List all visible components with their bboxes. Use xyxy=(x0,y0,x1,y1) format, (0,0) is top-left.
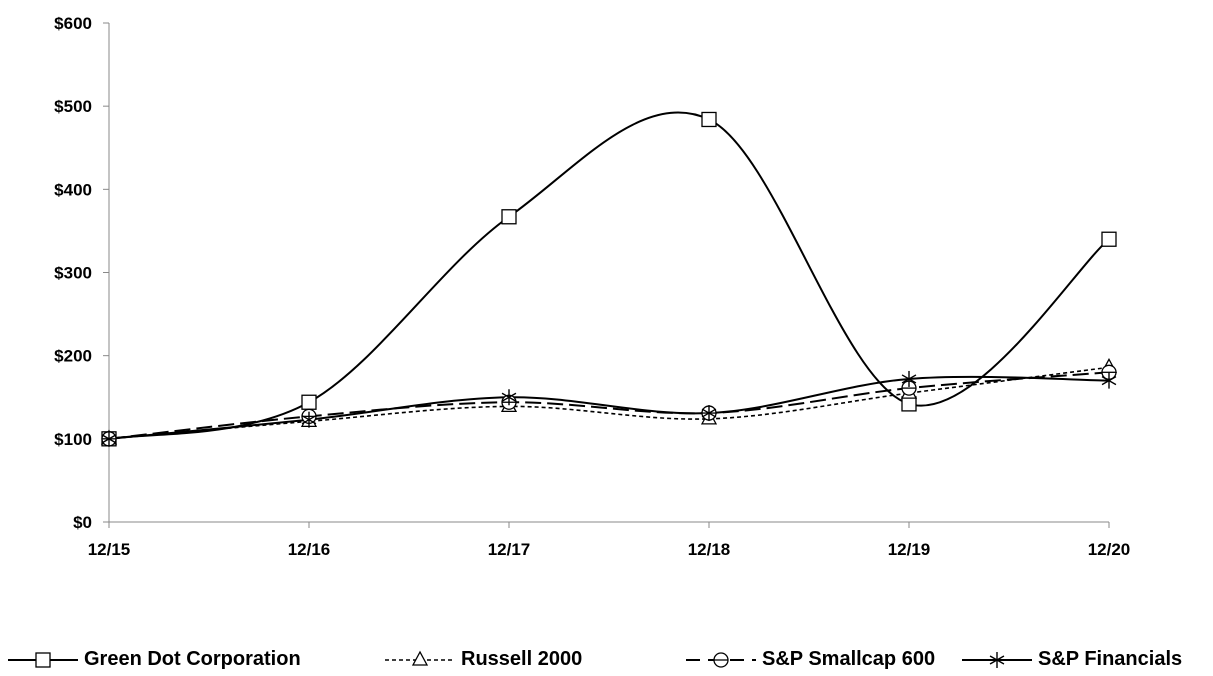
legend-item: Green Dot Corporation xyxy=(6,648,301,671)
y-tick-label: $0 xyxy=(73,513,92,532)
x-tick-label: 12/16 xyxy=(288,540,331,559)
chart-markers xyxy=(100,111,1118,447)
series-line-3 xyxy=(108,375,1110,440)
legend-label: Green Dot Corporation xyxy=(84,648,301,670)
series-0-point xyxy=(701,111,717,128)
series-2-point xyxy=(901,380,917,396)
series-3-point xyxy=(1101,372,1117,389)
y-tick-label: $400 xyxy=(54,180,92,199)
series-3-point xyxy=(101,430,117,447)
series-3-point-arm xyxy=(101,434,117,444)
series-3-point-arm xyxy=(501,392,517,402)
series-3-point xyxy=(301,411,317,428)
legend-label: S&P Financials xyxy=(1038,648,1183,670)
y-tick-label: $500 xyxy=(54,97,92,116)
series-0-point xyxy=(501,209,517,225)
x-tick-label: 12/18 xyxy=(688,540,731,559)
series-3-point xyxy=(501,389,517,406)
series-line-1 xyxy=(108,366,1110,440)
legend-item: S&P Smallcap 600 xyxy=(684,648,935,671)
y-tick-label: $300 xyxy=(54,264,92,283)
y-tick-label: $100 xyxy=(54,430,92,449)
legend-marker xyxy=(989,651,1005,668)
x-tick-label: 12/19 xyxy=(888,540,931,559)
chart-legend: Green Dot Corporation Russell 2000 S&P Sma… xyxy=(0,648,1213,676)
series-3-point-arm xyxy=(1101,376,1117,386)
legend-marker xyxy=(411,650,429,666)
legend-marker xyxy=(713,651,729,668)
chart-axes: $0 $100 $200 $300 $400 $500 $600 12/15 12/16 12/1… xyxy=(54,14,1130,559)
series-3-point-arm xyxy=(301,415,317,425)
legend-marker xyxy=(35,651,51,668)
x-tick-label: 12/17 xyxy=(488,540,531,559)
y-tick-label: $600 xyxy=(54,14,92,33)
legend-swatch xyxy=(8,651,78,668)
legend-swatch xyxy=(962,651,1032,668)
legend-item: Russell 2000 xyxy=(383,648,582,671)
series-0-point xyxy=(301,394,317,410)
series-3-point xyxy=(901,370,917,387)
series-3-point-arm xyxy=(901,374,917,384)
series-0-point xyxy=(1101,231,1117,247)
series-3-point xyxy=(701,405,717,422)
legend-label: S&P Smallcap 600 xyxy=(762,648,936,670)
chart-series xyxy=(108,111,1110,440)
legend-marker-arm xyxy=(989,654,1005,665)
line-chart: $0 $100 $200 $300 $400 $500 $600 12/15 12/16 12/1… xyxy=(54,14,1130,559)
series-line-0 xyxy=(108,111,1110,440)
x-tick-label: 12/20 xyxy=(1088,540,1131,559)
legend-label: Russell 2000 xyxy=(461,648,583,670)
series-line-2 xyxy=(108,371,1110,440)
series-0-point xyxy=(901,396,917,412)
y-tick-label: $200 xyxy=(54,347,92,366)
legend-swatch xyxy=(686,651,756,668)
series-2-point xyxy=(1101,364,1117,380)
legend-swatch xyxy=(385,650,455,666)
legend-item: S&P Financials xyxy=(960,648,1182,671)
x-tick-label: 12/15 xyxy=(88,540,131,559)
series-3-point-arm xyxy=(701,408,717,418)
